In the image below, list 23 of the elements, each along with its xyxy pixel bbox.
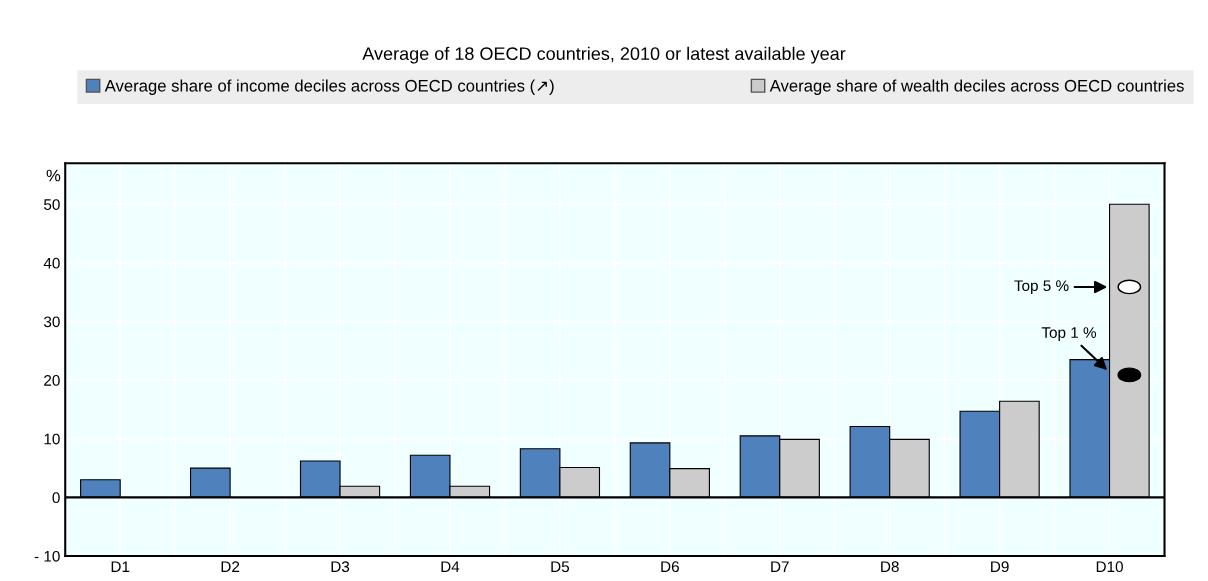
annotation: Top 5 % (1014, 280, 1069, 295)
y-tick-label: 20 (44, 375, 60, 386)
legend-label: Average share of wealth deciles across OECD countries (769, 79, 1184, 95)
legend-label: Average share of income deciles across OECD countries (↗) (104, 79, 554, 95)
x-tick-label: D10 (1096, 561, 1123, 573)
x-tick-label: D6 (661, 561, 679, 573)
chart-title: Average of 18 OECD countries, 2010 or latest available year (362, 46, 846, 64)
x-tick-label: D2 (221, 561, 240, 572)
y-tick-label: - 10 (34, 550, 60, 562)
annotation: Top 1 % (1041, 327, 1097, 341)
y-axis-title: % (46, 169, 61, 182)
y-tick-label: 0 (52, 492, 60, 504)
x-tick-label: D5 (551, 561, 570, 573)
x-tick-label: D7 (771, 561, 789, 572)
y-tick-label: 30 (43, 316, 60, 328)
y-tick-label: 10 (44, 433, 60, 445)
x-tick-label: D9 (991, 561, 1009, 573)
x-tick-label: D3 (331, 561, 350, 573)
x-tick-label: D8 (881, 561, 899, 573)
y-tick-label: 40 (43, 257, 60, 269)
x-tick-label: D4 (441, 561, 460, 572)
y-tick-label: 50 (43, 199, 60, 210)
x-tick-label: D1 (111, 561, 130, 572)
